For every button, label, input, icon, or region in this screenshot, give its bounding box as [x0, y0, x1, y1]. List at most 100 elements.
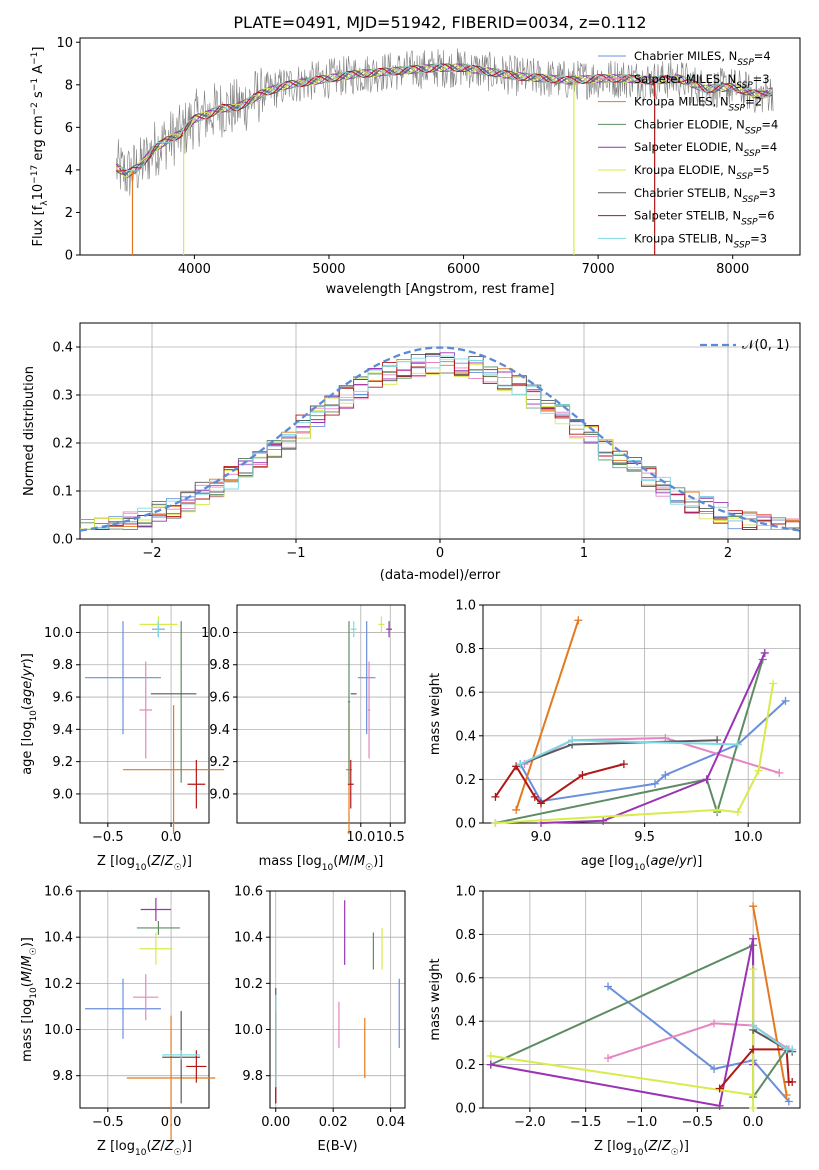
- mass-vs-Z-xlabel-part: ☉: [174, 1148, 182, 1158]
- spectrum-xtick-label: 4000: [178, 262, 211, 277]
- spectrum-ylabel-part: erg cm: [31, 115, 46, 164]
- spectrum-legend-label-part: =6: [758, 209, 775, 223]
- weight-vs-age-point-marker: [775, 768, 784, 777]
- mass-vs-EBV-panel: 0.00 0.02 0.04 9.8 10.0 10.2 10.4 10.6 E(B-V): [234, 885, 406, 1154]
- age-vs-Z-ylabel-part: yr: [20, 662, 35, 678]
- residuals-ytick-label: 0.0: [52, 533, 73, 548]
- weight-vs-age-point-marker: [661, 771, 670, 780]
- spectrum-xtick-label: 5000: [312, 262, 345, 277]
- spectrum-ylabel-part: 10: [31, 184, 46, 201]
- residuals-xtick-label: 2: [724, 546, 732, 561]
- mass-vs-EBV-xlabel: E(B-V): [317, 1139, 357, 1154]
- weight-vs-age-point-marker: [599, 816, 608, 825]
- mass-vs-EBV-ytick-label: 10.4: [234, 931, 263, 946]
- mass-vs-Z-ylabel-part: )]: [20, 937, 35, 947]
- mass-vs-Z-xtick-label: −0.5: [92, 1115, 124, 1130]
- weight-vs-age-point-marker: [760, 648, 769, 657]
- spectrum-legend-label: Salpeter MILES, NSSP=3: [634, 72, 770, 91]
- age-vs-Z-ylabel-part: age [log: [20, 722, 35, 775]
- residuals-xtick-label: −2: [142, 546, 161, 561]
- weight-vs-Z-point-marker: [749, 1090, 758, 1099]
- weight-vs-age-xlabel-part: 10: [634, 863, 646, 873]
- weight-vs-age-point-marker: [661, 733, 670, 742]
- spectrum-xtick-label: 6000: [447, 262, 480, 277]
- weight-vs-Z-xlabel-part: (: [643, 1139, 648, 1154]
- spectrum-ylabel-part: −17: [30, 165, 40, 184]
- age-vs-mass-xlabel-part: )]: [373, 854, 383, 869]
- weight-vs-age-ytick-label: 0.2: [455, 773, 476, 788]
- spectrum-legend-label: Kroupa MILES, NSSP=2: [634, 95, 762, 114]
- mass-vs-Z-xlabel-part: 10: [135, 1148, 147, 1158]
- residuals-ytick-label: 0.1: [52, 485, 73, 500]
- mass-vs-EBV-xlabel-part: E(B-V): [317, 1139, 357, 1154]
- spectrum-legend-label: Chabrier STELIB, NSSP=3: [634, 186, 776, 205]
- age-vs-Z-xlabel-part: 10: [135, 863, 147, 873]
- weight-vs-age-point-marker: [578, 771, 587, 780]
- weight-vs-age-ytick-label: 0.6: [455, 686, 476, 701]
- mass-vs-EBV-ytick-label: 9.8: [242, 1069, 263, 1084]
- spectrum-model-line: [115, 63, 773, 179]
- weight-vs-Z-point-marker: [710, 1064, 719, 1073]
- age-vs-mass-frame: [236, 604, 406, 824]
- spectrum-ylabel-part: Flux [f: [31, 205, 46, 246]
- weight-vs-Z-xlabel-part: Z: [648, 1139, 659, 1154]
- age-vs-Z-xlabel-part: Z: [164, 854, 175, 869]
- age-vs-Z-xlabel-part: Z: [151, 854, 162, 869]
- weight-vs-age-ylabel: mass weight: [428, 673, 443, 755]
- mass-vs-Z-xlabel-part: )]: [182, 1139, 192, 1154]
- mass-vs-EBV-ytick-label: 10.2: [234, 977, 263, 992]
- weight-vs-age-series-line: [515, 619, 580, 811]
- weight-vs-age-point-marker: [512, 762, 521, 771]
- weight-vs-age-ytick-label: 0.4: [455, 729, 476, 744]
- age-vs-Z-xtick-label: −0.5: [92, 830, 124, 845]
- weight-vs-Z-point-marker: [710, 1019, 719, 1028]
- weight-vs-age-xlabel-part: /: [675, 854, 680, 869]
- mass-vs-Z-ylabel: mass [log10(M/M☉)]: [20, 937, 39, 1062]
- spectrum-frame: [79, 37, 801, 256]
- weight-vs-age-xlabel-part: yr: [678, 854, 694, 869]
- spectrum-legend-label-part: Salpeter ELODIE, N: [634, 140, 744, 154]
- weight-vs-age-series-line: [495, 683, 775, 824]
- weight-vs-age-xlabel: age [log10(age/yr)]: [581, 854, 703, 873]
- weight-vs-age-point-marker: [733, 808, 742, 817]
- weight-vs-Z-point-marker: [749, 1045, 758, 1054]
- age-vs-Z-ytick-label: 9.4: [52, 723, 73, 738]
- weight-vs-age-point-marker: [702, 775, 711, 784]
- mass-vs-Z-panel: −0.5 0.09.810.010.210.410.6Z [log10(Z/Z☉)…: [20, 885, 216, 1158]
- weight-vs-Z-ytick-label: 0.8: [455, 928, 476, 943]
- weight-vs-age-xtick-label: 9.0: [531, 830, 552, 845]
- age-vs-mass-ytick-label: 9.4: [209, 723, 230, 738]
- spectrum-legend-label: Kroupa STELIB, NSSP=3: [634, 231, 767, 250]
- weight-vs-Z-xtick-label: −1.5: [570, 1115, 602, 1130]
- weight-vs-age-point-marker: [781, 696, 790, 705]
- age-vs-Z-xtick-label: 0.0: [161, 830, 182, 845]
- age-vs-Z-panel: −0.5 0.09.09.29.49.69.810.0Z [log10(Z/Z☉)…: [20, 604, 225, 873]
- age-vs-mass-xlabel-part: (: [333, 854, 338, 869]
- weight-vs-Z-ytick-label: 0.4: [455, 1015, 476, 1030]
- mass-vs-Z-ytick-label: 10.4: [44, 931, 73, 946]
- age-vs-Z-xlabel-part: ☉: [174, 863, 182, 873]
- weight-vs-Z-series-line: [607, 985, 790, 1103]
- age-vs-Z-ytick-label: 10.0: [44, 626, 73, 641]
- weight-vs-Z-point-marker: [715, 1084, 724, 1093]
- spectrum-ytick-label: 10: [56, 36, 73, 51]
- age-vs-mass-ytick-label: 10.0: [201, 626, 230, 641]
- spectrum-legend-label-part: =2: [745, 95, 762, 109]
- weight-vs-age-point-marker: [650, 779, 659, 788]
- weight-vs-age-xlabel-part: (: [645, 854, 650, 869]
- age-vs-Z-ylabel-part: /: [20, 676, 35, 681]
- spectrum-legend-label-part: =3: [753, 72, 770, 86]
- mass-vs-Z-xlabel-part: (: [146, 1139, 151, 1154]
- spectrum-legend-label: Kroupa ELODIE, NSSP=5: [634, 163, 770, 182]
- spectrum-legend-label-part: Salpeter STELIB, N: [634, 209, 741, 223]
- mass-vs-Z-xlabel-part: Z: [164, 1139, 175, 1154]
- spectrum-ylabel: Flux [fλ10−17 erg cm−2 s−1 A−1]: [30, 47, 50, 247]
- residuals-xtick-label: 1: [580, 546, 588, 561]
- spectrum-ylabel-part: A: [31, 65, 46, 78]
- mass-vs-Z-xlabel-part: /: [160, 1139, 165, 1154]
- spectrum-ylabel-part: −2: [30, 102, 40, 115]
- age-vs-Z-ylabel: age [log10(age/yr)]: [20, 653, 39, 775]
- spectrum-legend-label-part: Kroupa MILES, N: [634, 95, 729, 109]
- mass-vs-EBV-frame: [269, 890, 406, 1109]
